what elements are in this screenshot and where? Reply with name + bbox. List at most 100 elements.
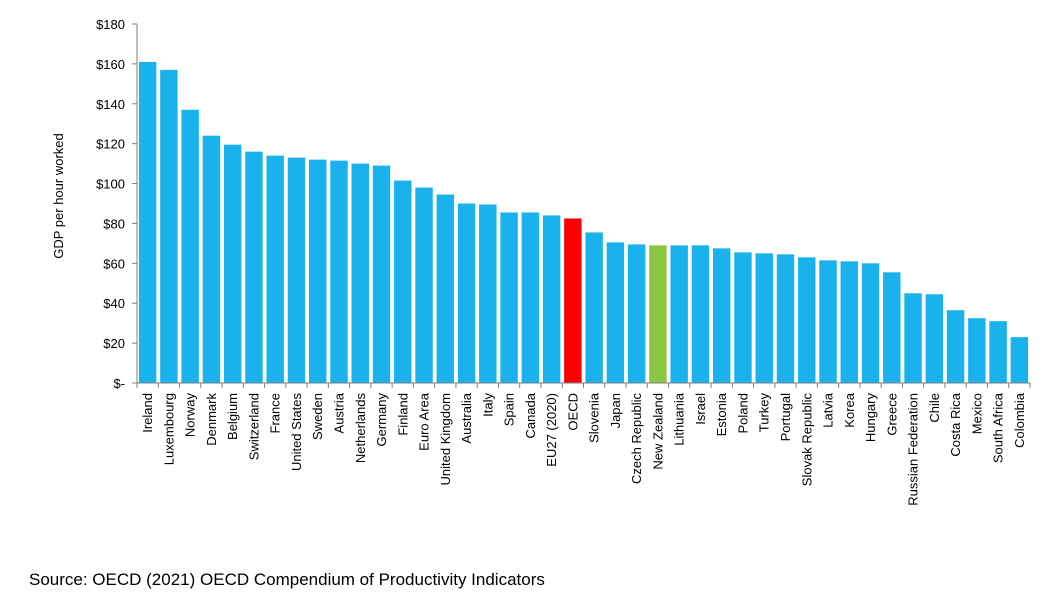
- x-tick-label: Ireland: [140, 393, 155, 433]
- bar-norway: [181, 109, 199, 383]
- x-tick-label: Germany: [374, 393, 389, 447]
- bar-colombia: [1010, 337, 1029, 383]
- x-tick-label: Hungary: [863, 393, 878, 443]
- bar-costa-rica: [946, 310, 965, 383]
- bar-chile: [925, 294, 944, 383]
- x-tick-label: Greece: [884, 393, 899, 436]
- y-axis: $- $20 $40 $60 $80 $100 $120 $140 $160 $180: [96, 17, 138, 391]
- x-tick-label: Sweden: [310, 393, 325, 440]
- bar-canada: [521, 212, 540, 383]
- bar-chart: $- $20 $40 $60 $80 $100 $120 $140 $160 $180 Irela…: [51, 17, 1031, 506]
- x-tick-label: Israel: [693, 393, 708, 425]
- x-tick-label: Japan: [608, 393, 623, 428]
- x-tick-label: Latvia: [821, 392, 836, 427]
- bar-slovak-republic: [798, 257, 816, 383]
- bar-australia: [457, 203, 476, 383]
- bar-lithuania: [670, 245, 688, 383]
- y-tick-label: $20: [103, 336, 125, 351]
- x-tick-label: Portugal: [778, 393, 793, 442]
- bar-poland: [734, 252, 752, 383]
- bar-korea: [840, 261, 858, 383]
- x-tick-label: France: [268, 393, 283, 433]
- y-tick-label: $40: [103, 296, 125, 311]
- bar-russian-federation: [904, 293, 922, 383]
- bar-slovenia: [585, 232, 603, 383]
- bar-ireland: [138, 61, 157, 384]
- y-tick-label: $100: [96, 177, 125, 192]
- bar-japan: [606, 242, 625, 383]
- bars: [138, 61, 1029, 384]
- bar-greece: [883, 272, 901, 383]
- bar-oecd: [564, 218, 582, 383]
- bar-germany: [372, 165, 391, 383]
- x-tick-label: Estonia: [714, 392, 729, 436]
- bar-estonia: [712, 248, 731, 383]
- bar-latvia: [819, 260, 837, 383]
- bar-belgium: [223, 144, 242, 383]
- x-tick-label: South Africa: [991, 392, 1006, 463]
- bar-israel: [691, 245, 710, 383]
- bar-united-kingdom: [436, 194, 455, 383]
- bar-austria: [330, 160, 348, 383]
- x-tick-label: United Kingdom: [438, 393, 453, 486]
- y-tick-label: $-: [113, 376, 125, 391]
- bar-hungary: [861, 263, 880, 383]
- x-tick-label: Slovak Republic: [799, 393, 814, 487]
- x-tick-label: Chile: [927, 393, 942, 423]
- x-tick-label: Canada: [523, 392, 538, 438]
- x-tick-label: Costa Rica: [948, 392, 963, 456]
- bar-denmark: [202, 135, 221, 383]
- x-tick-label: Mexico: [969, 393, 984, 434]
- x-tick-label: Denmark: [204, 393, 219, 446]
- y-tick-label: $120: [96, 137, 125, 152]
- y-tick-label: $60: [103, 256, 125, 271]
- y-tick-label: $160: [96, 57, 125, 72]
- bar-united-states: [287, 157, 306, 383]
- x-tick-label: Australia: [459, 392, 474, 443]
- x-tick-label: Belgium: [225, 393, 240, 440]
- x-tick-label: Slovenia: [587, 392, 602, 443]
- x-axis: Ireland Luxembourg Norway Denmark Belgium Swi…: [136, 382, 1031, 506]
- bar-finland: [394, 180, 412, 383]
- x-tick-label: Finland: [395, 393, 410, 436]
- bar-luxembourg: [160, 69, 178, 383]
- bar-eu27-2020: [542, 215, 561, 383]
- source-caption: Source: OECD (2021) OECD Compendium of P…: [29, 570, 545, 589]
- bar-new-zealand: [649, 245, 667, 383]
- bar-mexico: [968, 318, 986, 383]
- x-tick-label: Spain: [502, 393, 517, 426]
- x-tick-label: Netherlands: [353, 393, 368, 464]
- x-tick-label: Switzerland: [246, 393, 261, 460]
- bar-euro-area: [415, 187, 433, 383]
- x-tick-label: Turkey: [757, 393, 772, 433]
- bar-netherlands: [351, 163, 369, 383]
- x-tick-label: Korea: [842, 392, 857, 427]
- y-tick-label: $140: [96, 97, 125, 112]
- x-tick-label: Czech Republic: [629, 393, 644, 485]
- x-tick-label: OECD: [565, 393, 580, 431]
- bar-portugal: [776, 254, 795, 383]
- x-tick-label: Poland: [735, 393, 750, 433]
- x-tick-label: Russian Federation: [906, 393, 921, 506]
- y-tick-label: $180: [96, 17, 125, 32]
- bar-france: [266, 155, 284, 383]
- bar-italy: [479, 204, 497, 383]
- bar-south-africa: [989, 321, 1007, 383]
- x-tick-label: Colombia: [1012, 392, 1027, 448]
- x-tick-label: Austria: [331, 392, 346, 433]
- bar-czech-republic: [627, 244, 646, 383]
- x-tick-label: Norway: [183, 393, 198, 438]
- x-tick-label: Luxembourg: [161, 393, 176, 465]
- x-tick-label: EU27 (2020): [544, 393, 559, 467]
- bar-turkey: [755, 253, 773, 383]
- y-tick-label: $80: [103, 216, 125, 231]
- x-tick-label: New Zealand: [650, 393, 665, 470]
- bar-spain: [500, 212, 518, 383]
- bar-switzerland: [245, 151, 263, 383]
- x-tick-label: Italy: [480, 393, 495, 417]
- x-tick-label: Lithuania: [672, 392, 687, 446]
- y-axis-title: GDP per hour worked: [51, 133, 66, 259]
- x-tick-label: Euro Area: [417, 392, 432, 451]
- bar-sweden: [309, 159, 327, 383]
- x-tick-label: United States: [289, 393, 304, 472]
